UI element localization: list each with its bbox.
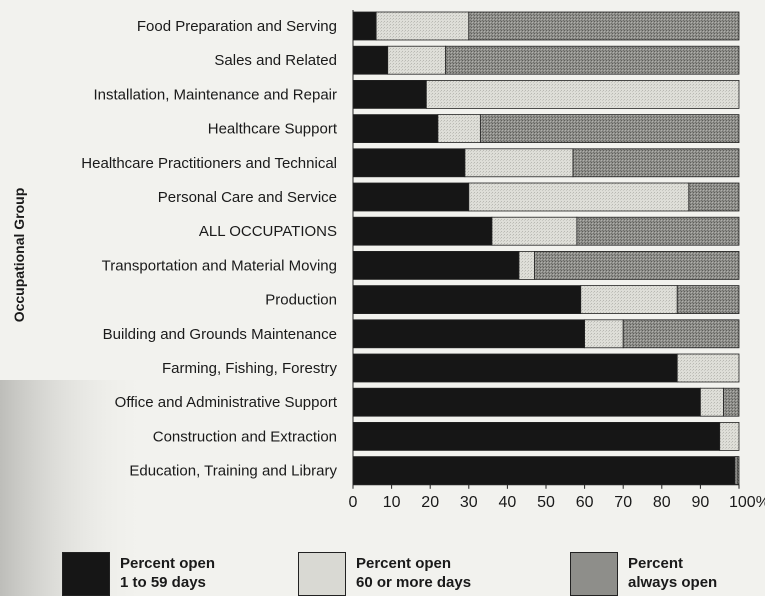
category-label: Food Preparation and Serving <box>137 18 337 35</box>
bar-segment-open-1-59 <box>352 148 466 178</box>
bar-segment-open-1-59 <box>352 114 439 143</box>
x-tick-label: 0 <box>349 494 358 511</box>
legend-label-open-1-59: Percent open 1 to 59 days <box>120 554 290 592</box>
x-tick-label: 70 <box>614 494 632 511</box>
category-label: Healthcare Support <box>208 121 338 138</box>
bar-segment-open-1-59 <box>352 353 678 383</box>
x-tick-label: 20 <box>421 494 439 511</box>
category-label: Personal Care and Service <box>158 189 337 206</box>
y-axis-label: Occupational Group <box>11 188 27 323</box>
legend-item-always-open: Percent always open <box>570 552 765 596</box>
x-tick-label: 80 <box>653 494 671 511</box>
bar-segment-open-60-plus <box>676 353 740 383</box>
legend-label-always-open: Percent always open <box>628 554 758 592</box>
category-label: Office and Administrative Support <box>115 394 338 411</box>
legend-swatch-open-60-plus <box>298 552 346 596</box>
category-label: Farming, Fishing, Forestry <box>162 360 338 377</box>
legend-swatch-always-open <box>570 552 618 596</box>
bar-segment-open-1-59 <box>352 80 427 109</box>
legend-label-line2: always open <box>628 574 718 591</box>
category-label: Installation, Maintenance and Repair <box>94 86 338 103</box>
bar-segment-always-open <box>534 250 740 280</box>
legend-label-line1: Percent <box>628 555 684 572</box>
bar-segment-open-60-plus <box>700 387 724 417</box>
bar-segment-always-open <box>576 216 740 246</box>
bar-segment-open-1-59 <box>352 11 377 41</box>
x-tick-label: 10 <box>383 494 401 511</box>
bar-segment-open-1-59 <box>352 45 389 75</box>
bar-segment-open-1-59 <box>352 182 470 212</box>
bar-segment-open-1-59 <box>352 285 582 315</box>
x-tick-label: 90 <box>692 494 710 511</box>
bar-segment-open-1-59 <box>352 387 701 417</box>
bar-segment-open-60-plus <box>491 216 578 246</box>
bar-segment-open-60-plus <box>425 80 740 109</box>
bar-segment-open-60-plus <box>387 45 447 75</box>
legend-label-line2: 60 or more days <box>356 574 472 591</box>
legend-swatch-open-1-59 <box>62 552 110 596</box>
bar-segment-open-1-59 <box>352 250 520 280</box>
bar-segment-open-60-plus <box>375 11 470 41</box>
bar-segment-always-open <box>736 456 740 486</box>
bar-segment-open-1-59 <box>352 319 586 349</box>
category-label: Construction and Extraction <box>153 428 337 445</box>
category-label: Production <box>265 292 337 309</box>
bar-segment-always-open <box>572 148 740 178</box>
legend-item-open-1-59: Percent open 1 to 59 days <box>62 552 292 596</box>
category-label: Transportation and Material Moving <box>102 257 337 274</box>
x-tick-label: 100% <box>729 494 765 511</box>
x-tick-label: 30 <box>460 494 478 511</box>
bar-segment-open-1-59 <box>352 216 493 246</box>
x-tick-label: 40 <box>499 494 517 511</box>
bar-segment-open-60-plus <box>437 114 481 143</box>
category-label: ALL OCCUPATIONS <box>199 223 337 240</box>
bar-segment-open-60-plus <box>518 250 535 280</box>
category-label: Sales and Related <box>214 52 337 69</box>
bar-segment-open-1-59 <box>352 456 736 486</box>
category-label: Building and Grounds Maintenance <box>103 326 337 343</box>
bar-segment-open-60-plus <box>468 182 690 212</box>
legend-label-line1: Percent open <box>356 555 452 572</box>
bar-segment-always-open <box>676 285 740 315</box>
legend-item-open-60-plus: Percent open 60 or more days <box>298 552 528 596</box>
legend-label-line1: Percent open <box>120 555 216 572</box>
bar-segment-open-60-plus <box>584 319 624 349</box>
bar-segment-always-open <box>622 319 740 349</box>
bar-segment-always-open <box>688 182 740 212</box>
bar-segment-always-open <box>479 114 740 143</box>
legend-label-open-60-plus: Percent open 60 or more days <box>356 554 526 592</box>
bar-segment-open-60-plus <box>719 421 740 451</box>
bar-segment-open-1-59 <box>352 421 721 451</box>
bar-segment-always-open <box>468 11 740 41</box>
category-label: Healthcare Practitioners and Technical <box>81 155 337 172</box>
bar-segment-open-60-plus <box>580 285 678 315</box>
legend: Percent open 1 to 59 days Percent open 6… <box>0 552 765 596</box>
bar-segment-always-open <box>723 387 740 417</box>
category-label: Education, Training and Library <box>129 463 337 480</box>
x-tick-label: 60 <box>576 494 594 511</box>
x-tick-label: 50 <box>537 494 555 511</box>
bar-segment-open-60-plus <box>464 148 574 178</box>
legend-label-line2: 1 to 59 days <box>120 574 206 591</box>
bar-segment-always-open <box>445 45 740 75</box>
